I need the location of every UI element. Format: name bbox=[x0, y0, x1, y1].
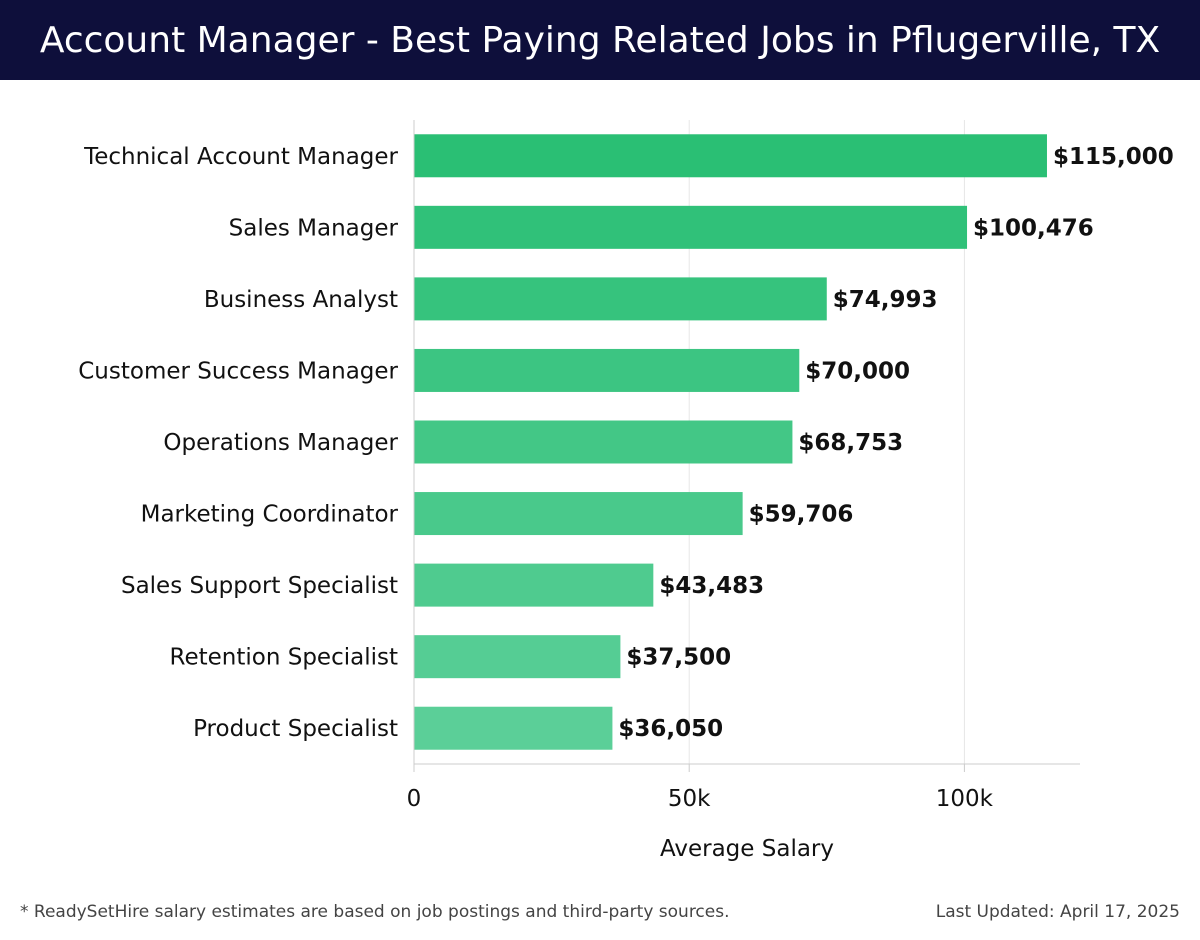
value-label-7: $37,500 bbox=[626, 645, 731, 671]
x-tick-label-1: 50k bbox=[668, 786, 711, 812]
value-label-1: $100,476 bbox=[973, 215, 1094, 241]
value-label-3: $70,000 bbox=[805, 358, 910, 384]
category-label-5: Marketing Coordinator bbox=[141, 502, 399, 528]
value-label-6: $43,483 bbox=[659, 573, 764, 599]
category-label-7: Retention Specialist bbox=[170, 645, 398, 671]
bar-8 bbox=[414, 706, 613, 750]
value-label-0: $115,000 bbox=[1053, 144, 1174, 170]
last-updated: Last Updated: April 17, 2025 bbox=[935, 902, 1180, 922]
category-label-3: Customer Success Manager bbox=[78, 358, 398, 384]
category-label-1: Sales Manager bbox=[229, 215, 399, 241]
x-tick-label-2: 100k bbox=[936, 786, 994, 812]
category-label-8: Product Specialist bbox=[193, 716, 398, 742]
category-label-2: Business Analyst bbox=[204, 287, 398, 313]
value-label-4: $68,753 bbox=[798, 430, 903, 456]
category-label-0: Technical Account Manager bbox=[83, 144, 398, 170]
value-label-2: $74,993 bbox=[833, 287, 938, 313]
footer-note: * ReadySetHire salary estimates are base… bbox=[20, 902, 730, 922]
bar-1 bbox=[414, 205, 968, 249]
value-label-5: $59,706 bbox=[749, 502, 854, 528]
bar-3 bbox=[414, 348, 800, 392]
x-tick-label-0: 0 bbox=[407, 786, 422, 812]
value-label-8: $36,050 bbox=[618, 716, 723, 742]
chart-header: Account Manager - Best Paying Related Jo… bbox=[0, 0, 1200, 80]
bar-4 bbox=[414, 420, 793, 464]
category-label-6: Sales Support Specialist bbox=[121, 573, 398, 599]
x-axis-title: Average Salary bbox=[660, 836, 834, 862]
category-label-4: Operations Manager bbox=[163, 430, 398, 456]
bar-2 bbox=[414, 277, 827, 321]
bar-6 bbox=[414, 563, 654, 607]
bar-5 bbox=[414, 492, 743, 536]
bar-7 bbox=[414, 635, 621, 679]
chart-title: Account Manager - Best Paying Related Jo… bbox=[39, 19, 1161, 61]
bar-0 bbox=[414, 134, 1047, 178]
